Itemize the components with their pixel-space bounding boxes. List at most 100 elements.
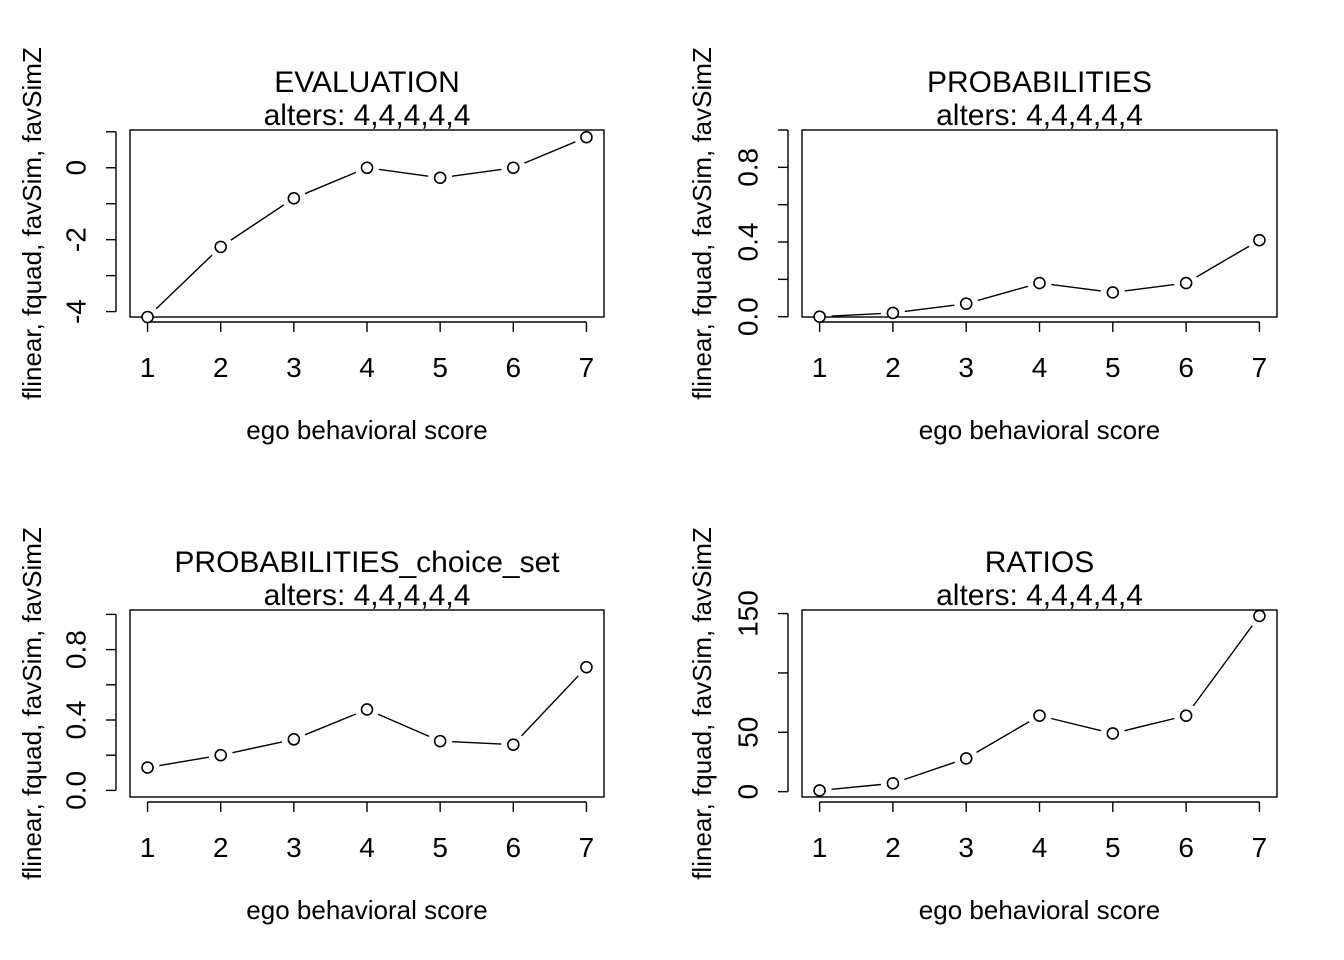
x-tick-label: 1 xyxy=(140,352,156,383)
plot-frame xyxy=(801,129,1278,318)
y-tick-label: 0.0 xyxy=(733,297,764,336)
chart-subtitle: alters: 4,4,4,4,4 xyxy=(264,579,471,612)
x-tick-label: 4 xyxy=(359,352,375,383)
data-point xyxy=(1033,709,1046,722)
series-line-segment xyxy=(378,168,429,177)
x-tick-label: 5 xyxy=(432,832,448,863)
series-line-segment xyxy=(831,783,882,791)
series-line-segment xyxy=(1050,717,1102,732)
y-axis-label: flinear, fquad, favSim, favSimZ xyxy=(17,47,47,400)
x-tick-label: 4 xyxy=(1032,352,1048,383)
data-point xyxy=(580,660,593,674)
series-line-segment xyxy=(159,756,209,767)
y-axis-label: flinear, fquad, favSim, favSimZ xyxy=(687,527,717,880)
data-point xyxy=(1253,609,1266,623)
chart-title: PROBABILITIES xyxy=(927,66,1152,99)
series-line-segment xyxy=(977,285,1029,302)
x-tick-label: 7 xyxy=(1252,352,1268,383)
y-tick-label: 0.4 xyxy=(61,701,92,740)
series-line-segment xyxy=(1124,283,1175,292)
y-tick-label: 0.0 xyxy=(61,771,92,810)
x-tick-label: 7 xyxy=(579,352,595,383)
data-point xyxy=(886,306,900,320)
x-tick-label: 6 xyxy=(1178,832,1194,863)
series-line-segment xyxy=(452,740,502,745)
y-tick-label: 150 xyxy=(733,590,764,637)
y-axis-label: flinear, fquad, favSim, favSimZ xyxy=(17,527,47,880)
x-tick-label: 2 xyxy=(213,352,229,383)
chart-subtitle: alters: 4,4,4,4,4 xyxy=(936,579,1143,612)
data-point xyxy=(360,161,374,175)
x-tick-label: 7 xyxy=(579,832,595,863)
series-line-segment xyxy=(230,204,285,241)
x-tick-label: 1 xyxy=(812,352,828,383)
data-point xyxy=(886,777,900,790)
x-tick-label: 3 xyxy=(958,832,974,863)
data-point xyxy=(214,748,228,762)
x-tick-label: 1 xyxy=(140,832,156,863)
data-point xyxy=(506,161,520,175)
x-tick-label: 7 xyxy=(1252,832,1268,863)
y-tick-label: -4 xyxy=(61,299,92,324)
data-point xyxy=(433,734,447,748)
x-axis-label: ego behavioral score xyxy=(246,415,487,445)
series-line-segment xyxy=(1196,245,1250,278)
x-tick-label: 5 xyxy=(432,352,448,383)
series-line-segment xyxy=(524,141,576,164)
chart-subtitle: alters: 4,4,4,4,4 xyxy=(936,99,1143,132)
x-tick-label: 2 xyxy=(885,352,901,383)
series-line-segment xyxy=(831,312,881,317)
data-point xyxy=(959,752,973,765)
x-tick-label: 6 xyxy=(506,352,522,383)
chart-title: RATIOS xyxy=(985,546,1094,579)
data-point xyxy=(360,703,374,716)
data-point xyxy=(1253,233,1266,247)
x-axis-label: ego behavioral score xyxy=(246,895,487,925)
x-axis-label: ego behavioral score xyxy=(919,895,1160,925)
data-point xyxy=(1179,709,1193,722)
x-tick-label: 5 xyxy=(1105,832,1121,863)
data-point xyxy=(433,171,447,185)
series-line-segment xyxy=(304,171,357,195)
x-tick-label: 4 xyxy=(359,832,375,863)
data-point xyxy=(287,192,301,205)
y-axis-label: flinear, fquad, favSim, favSimZ xyxy=(687,47,717,400)
data-point xyxy=(813,784,826,797)
x-tick-label: 1 xyxy=(812,832,828,863)
series-line-segment xyxy=(521,675,579,737)
series-line-segment xyxy=(304,713,357,736)
series-line-segment xyxy=(904,761,956,781)
plot-frame xyxy=(129,609,605,798)
data-point xyxy=(1106,727,1120,740)
series-line-segment xyxy=(976,721,1030,753)
data-point xyxy=(580,130,593,144)
chart-subtitle: alters: 4,4,4,4,4 xyxy=(264,99,471,132)
series-line-segment xyxy=(1192,625,1253,707)
x-tick-label: 3 xyxy=(958,352,974,383)
data-point xyxy=(1033,276,1046,290)
chart-title: PROBABILITIES_choice_set xyxy=(174,546,560,579)
x-tick-label: 2 xyxy=(885,832,901,863)
x-tick-label: 3 xyxy=(286,352,302,383)
x-tick-label: 6 xyxy=(1178,352,1194,383)
y-tick-label: -2 xyxy=(61,227,92,252)
series-line-segment xyxy=(1124,717,1175,732)
y-tick-label: 0 xyxy=(733,784,764,800)
x-axis-label: ego behavioral score xyxy=(919,415,1160,445)
data-point xyxy=(813,310,826,324)
series-line-segment xyxy=(904,304,955,313)
series-line-segment xyxy=(232,741,283,754)
x-tick-label: 6 xyxy=(506,832,522,863)
data-point xyxy=(141,310,154,324)
x-tick-label: 2 xyxy=(213,832,229,863)
x-tick-label: 3 xyxy=(286,832,302,863)
data-point xyxy=(1106,286,1120,299)
series-line-segment xyxy=(451,168,502,177)
x-tick-label: 5 xyxy=(1105,352,1121,383)
series-line-segment xyxy=(377,713,430,737)
